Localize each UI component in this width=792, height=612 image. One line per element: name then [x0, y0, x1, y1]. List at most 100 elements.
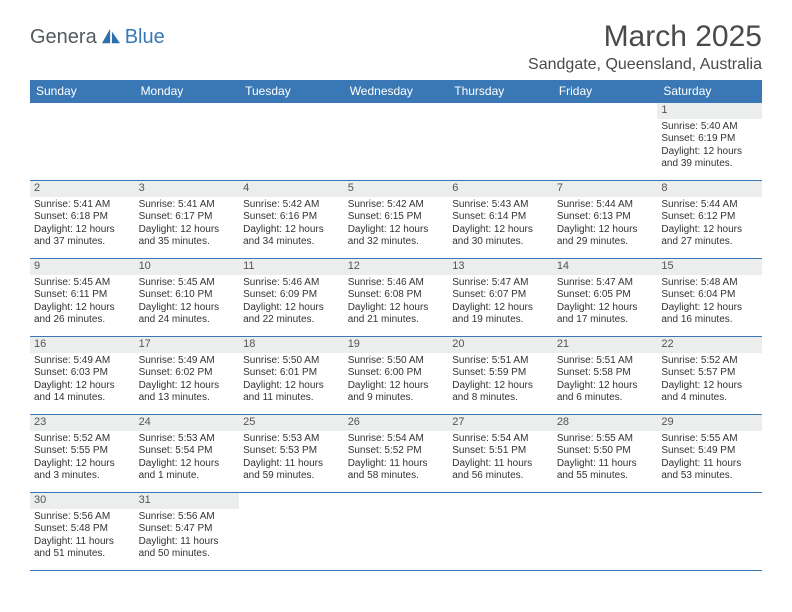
sunrise-line: Sunrise: 5:54 AM	[348, 433, 445, 446]
daylight-line: Daylight: 12 hours and 16 minutes.	[661, 302, 758, 327]
sunset-line: Sunset: 6:05 PM	[557, 289, 654, 302]
daylight-line: Daylight: 12 hours and 26 minutes.	[34, 302, 131, 327]
sunrise-line: Sunrise: 5:54 AM	[452, 433, 549, 446]
sunset-line: Sunset: 5:57 PM	[661, 367, 758, 380]
day-number: 24	[135, 415, 240, 431]
month-title: March 2025	[528, 20, 762, 54]
sunset-line: Sunset: 5:50 PM	[557, 445, 654, 458]
calendar-cell	[553, 103, 658, 181]
calendar-cell	[135, 103, 240, 181]
daylight-line: Daylight: 12 hours and 14 minutes.	[34, 380, 131, 405]
day-number: 14	[553, 259, 658, 275]
daylight-line: Daylight: 11 hours and 51 minutes.	[34, 536, 131, 561]
daylight-line: Daylight: 11 hours and 50 minutes.	[139, 536, 236, 561]
sunrise-line: Sunrise: 5:52 AM	[34, 433, 131, 446]
day-number: 29	[657, 415, 762, 431]
sunset-line: Sunset: 6:18 PM	[34, 211, 131, 224]
calendar-cell: 11Sunrise: 5:46 AMSunset: 6:09 PMDayligh…	[239, 259, 344, 337]
calendar-row: 1Sunrise: 5:40 AMSunset: 6:19 PMDaylight…	[30, 103, 762, 181]
calendar-cell: 27Sunrise: 5:54 AMSunset: 5:51 PMDayligh…	[448, 415, 553, 493]
calendar-head: SundayMondayTuesdayWednesdayThursdayFrid…	[30, 80, 762, 103]
day-header: Monday	[135, 80, 240, 103]
sunset-line: Sunset: 5:49 PM	[661, 445, 758, 458]
daylight-line: Daylight: 12 hours and 39 minutes.	[661, 146, 758, 171]
calendar-cell: 16Sunrise: 5:49 AMSunset: 6:03 PMDayligh…	[30, 337, 135, 415]
sunrise-line: Sunrise: 5:47 AM	[452, 277, 549, 290]
day-header: Saturday	[657, 80, 762, 103]
logo-text-2: Blue	[125, 26, 165, 49]
sunset-line: Sunset: 6:11 PM	[34, 289, 131, 302]
sunset-line: Sunset: 6:16 PM	[243, 211, 340, 224]
day-number: 7	[553, 181, 658, 197]
sunrise-line: Sunrise: 5:47 AM	[557, 277, 654, 290]
sunrise-line: Sunrise: 5:49 AM	[139, 355, 236, 368]
daylight-line: Daylight: 12 hours and 22 minutes.	[243, 302, 340, 327]
sunrise-line: Sunrise: 5:48 AM	[661, 277, 758, 290]
calendar-cell: 10Sunrise: 5:45 AMSunset: 6:10 PMDayligh…	[135, 259, 240, 337]
calendar-cell: 25Sunrise: 5:53 AMSunset: 5:53 PMDayligh…	[239, 415, 344, 493]
daylight-line: Daylight: 12 hours and 11 minutes.	[243, 380, 340, 405]
day-number: 23	[30, 415, 135, 431]
calendar-cell: 22Sunrise: 5:52 AMSunset: 5:57 PMDayligh…	[657, 337, 762, 415]
daylight-line: Daylight: 12 hours and 34 minutes.	[243, 224, 340, 249]
sunset-line: Sunset: 5:47 PM	[139, 523, 236, 536]
sunset-line: Sunset: 6:08 PM	[348, 289, 445, 302]
day-number: 6	[448, 181, 553, 197]
daylight-line: Daylight: 12 hours and 9 minutes.	[348, 380, 445, 405]
day-header: Sunday	[30, 80, 135, 103]
calendar-cell: 23Sunrise: 5:52 AMSunset: 5:55 PMDayligh…	[30, 415, 135, 493]
calendar-cell: 28Sunrise: 5:55 AMSunset: 5:50 PMDayligh…	[553, 415, 658, 493]
daylight-line: Daylight: 12 hours and 37 minutes.	[34, 224, 131, 249]
daylight-line: Daylight: 11 hours and 59 minutes.	[243, 458, 340, 483]
sunset-line: Sunset: 5:52 PM	[348, 445, 445, 458]
calendar-cell	[344, 103, 449, 181]
sunset-line: Sunset: 6:12 PM	[661, 211, 758, 224]
sunset-line: Sunset: 6:17 PM	[139, 211, 236, 224]
day-number: 4	[239, 181, 344, 197]
day-number: 2	[30, 181, 135, 197]
logo-sail-icon	[100, 27, 122, 45]
title-block: March 2025 Sandgate, Queensland, Austral…	[528, 20, 762, 74]
calendar-cell: 19Sunrise: 5:50 AMSunset: 6:00 PMDayligh…	[344, 337, 449, 415]
daylight-line: Daylight: 12 hours and 32 minutes.	[348, 224, 445, 249]
calendar-row: 9Sunrise: 5:45 AMSunset: 6:11 PMDaylight…	[30, 259, 762, 337]
calendar-cell: 17Sunrise: 5:49 AMSunset: 6:02 PMDayligh…	[135, 337, 240, 415]
daylight-line: Daylight: 12 hours and 24 minutes.	[139, 302, 236, 327]
day-number: 17	[135, 337, 240, 353]
sunrise-line: Sunrise: 5:55 AM	[661, 433, 758, 446]
sunset-line: Sunset: 6:04 PM	[661, 289, 758, 302]
day-header: Friday	[553, 80, 658, 103]
sunrise-line: Sunrise: 5:42 AM	[348, 199, 445, 212]
day-number: 10	[135, 259, 240, 275]
daylight-line: Daylight: 12 hours and 17 minutes.	[557, 302, 654, 327]
day-number: 11	[239, 259, 344, 275]
calendar-cell: 3Sunrise: 5:41 AMSunset: 6:17 PMDaylight…	[135, 181, 240, 259]
calendar-cell	[344, 493, 449, 571]
sunset-line: Sunset: 6:15 PM	[348, 211, 445, 224]
day-number: 8	[657, 181, 762, 197]
calendar-cell: 4Sunrise: 5:42 AMSunset: 6:16 PMDaylight…	[239, 181, 344, 259]
daylight-line: Daylight: 12 hours and 21 minutes.	[348, 302, 445, 327]
daylight-line: Daylight: 12 hours and 1 minute.	[139, 458, 236, 483]
sunrise-line: Sunrise: 5:55 AM	[557, 433, 654, 446]
sunset-line: Sunset: 6:02 PM	[139, 367, 236, 380]
sunset-line: Sunset: 5:48 PM	[34, 523, 131, 536]
sunrise-line: Sunrise: 5:50 AM	[348, 355, 445, 368]
calendar-cell: 29Sunrise: 5:55 AMSunset: 5:49 PMDayligh…	[657, 415, 762, 493]
sunset-line: Sunset: 5:51 PM	[452, 445, 549, 458]
calendar-cell: 13Sunrise: 5:47 AMSunset: 6:07 PMDayligh…	[448, 259, 553, 337]
calendar-cell	[448, 103, 553, 181]
calendar-cell: 18Sunrise: 5:50 AMSunset: 6:01 PMDayligh…	[239, 337, 344, 415]
day-number: 19	[344, 337, 449, 353]
calendar-page: Genera Blue March 2025 Sandgate, Queensl…	[0, 0, 792, 581]
logo-text-1: Genera	[30, 26, 97, 49]
sunrise-line: Sunrise: 5:44 AM	[557, 199, 654, 212]
day-number: 27	[448, 415, 553, 431]
sunset-line: Sunset: 5:55 PM	[34, 445, 131, 458]
sunset-line: Sunset: 5:54 PM	[139, 445, 236, 458]
sunrise-line: Sunrise: 5:53 AM	[243, 433, 340, 446]
calendar-cell: 5Sunrise: 5:42 AMSunset: 6:15 PMDaylight…	[344, 181, 449, 259]
sunset-line: Sunset: 5:58 PM	[557, 367, 654, 380]
day-number: 9	[30, 259, 135, 275]
calendar-cell	[30, 103, 135, 181]
